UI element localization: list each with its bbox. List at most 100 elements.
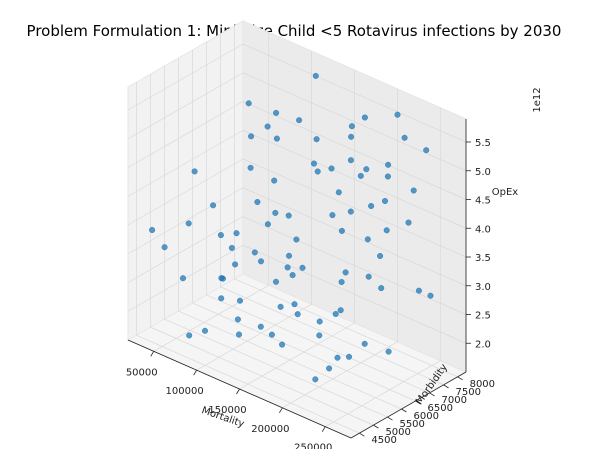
scatter-point <box>401 134 408 141</box>
scatter-point <box>364 236 371 243</box>
scatter-point <box>257 323 264 330</box>
z-offset-label: 1e12 <box>532 87 543 112</box>
scatter-point <box>312 72 319 79</box>
scatter-point <box>365 273 372 280</box>
z-tick-label: 2.0 <box>475 339 491 350</box>
scatter-point <box>382 197 389 204</box>
axes: 50000 100000 150000 200000 250000 45005000550… <box>126 119 495 449</box>
scatter-point <box>201 327 208 334</box>
scatter-point <box>385 161 392 168</box>
scatter-point <box>149 226 156 233</box>
x-grid-floor <box>239 322 355 390</box>
scatter-point <box>329 212 336 219</box>
scatter-point <box>210 202 217 209</box>
x-grid-floor <box>282 341 398 409</box>
scatter-point <box>377 252 384 259</box>
scatter-point <box>273 135 280 142</box>
scatter-point <box>232 261 239 268</box>
x-grid-floor <box>196 303 312 371</box>
scatter-point <box>271 177 278 184</box>
scatter-point <box>338 279 345 286</box>
scatter-point <box>296 117 303 124</box>
z-tick-label: 3.5 <box>475 253 491 264</box>
y-tick-label: 4500 <box>371 435 396 446</box>
scatter-point <box>236 297 243 304</box>
scatter-point <box>348 123 355 130</box>
z-axis-label: OpEx <box>492 187 519 198</box>
scatter-point <box>378 285 385 292</box>
scatter-point <box>161 244 168 251</box>
y-tick-label: 5000 <box>385 427 410 438</box>
z-tick-label: 2.5 <box>475 311 491 322</box>
z-grid-left <box>127 158 244 226</box>
scatter-point <box>385 348 392 355</box>
y-tick-mark <box>457 376 463 381</box>
scatter-point <box>316 332 323 339</box>
z-grid-back <box>242 158 467 258</box>
x-grid-floor <box>325 360 441 427</box>
scatter-point <box>383 227 390 234</box>
scatter-point <box>314 168 321 175</box>
scatter-point <box>191 168 198 175</box>
y-axis-line <box>350 371 467 439</box>
scatter-point <box>251 249 258 256</box>
x-tick-label: 150000 <box>208 405 246 416</box>
scatter-point <box>423 147 430 154</box>
y-grid-floor <box>220 286 444 386</box>
y-tick-mark <box>359 432 365 437</box>
scatter-point <box>346 353 353 360</box>
scatter-point <box>348 133 355 140</box>
scatter-point <box>405 219 412 226</box>
scatter-point <box>273 278 280 285</box>
scatter-point <box>361 114 368 121</box>
scatter-point <box>254 198 261 205</box>
z-tick-label: 4.5 <box>475 196 491 207</box>
scatter-point <box>179 275 186 282</box>
scatter-point <box>299 264 306 271</box>
scatter-point <box>334 354 341 361</box>
y-tick-mark <box>443 384 449 389</box>
scatter-point <box>342 269 349 276</box>
scatter-point <box>410 187 417 194</box>
z-grid-left <box>127 43 244 111</box>
z-grid-left <box>127 72 244 140</box>
scatter-point <box>279 341 286 348</box>
scatter-point <box>293 236 300 243</box>
y-tick-label: 8000 <box>470 379 495 390</box>
scatter-point <box>264 221 271 228</box>
y-tick-label: 7500 <box>456 387 481 398</box>
scatter-point <box>316 318 323 325</box>
z-tick-label: 4.0 <box>475 224 491 235</box>
z-grid-back <box>242 187 467 287</box>
y-tick-mark <box>429 392 435 397</box>
scatter-point <box>326 365 333 372</box>
scatter-point <box>363 166 370 173</box>
scatter-point <box>219 275 226 282</box>
scatter-point <box>233 230 240 237</box>
scatter-points <box>149 72 434 383</box>
scatter-point <box>368 202 375 209</box>
y-tick-mark <box>415 400 421 405</box>
y-tick-mark <box>373 424 379 429</box>
scatter-point <box>312 376 319 383</box>
y-grid-floor <box>192 302 416 402</box>
scatter-point <box>185 220 192 227</box>
scatter-point <box>338 227 345 234</box>
scatter-point <box>248 133 255 140</box>
y-tick-label: 5500 <box>399 419 424 430</box>
x-tick-mark <box>150 351 155 357</box>
chart-title: Problem Formulation 1: Minimize Child <5… <box>27 22 562 40</box>
scatter-point <box>268 331 275 338</box>
y-grid-floor <box>234 278 458 378</box>
z-tick-label: 3.0 <box>475 282 491 293</box>
scatter-point <box>427 292 434 299</box>
scatter-point <box>291 301 298 308</box>
scatter-point <box>247 164 254 171</box>
z-grid-back <box>242 244 467 344</box>
y-grid-floor <box>150 326 374 426</box>
scatter-point <box>361 340 368 347</box>
y-tick-label: 7000 <box>442 395 467 406</box>
scatter-point <box>311 160 318 167</box>
y-tick-label: 6000 <box>413 411 438 422</box>
scatter-point <box>218 295 225 302</box>
